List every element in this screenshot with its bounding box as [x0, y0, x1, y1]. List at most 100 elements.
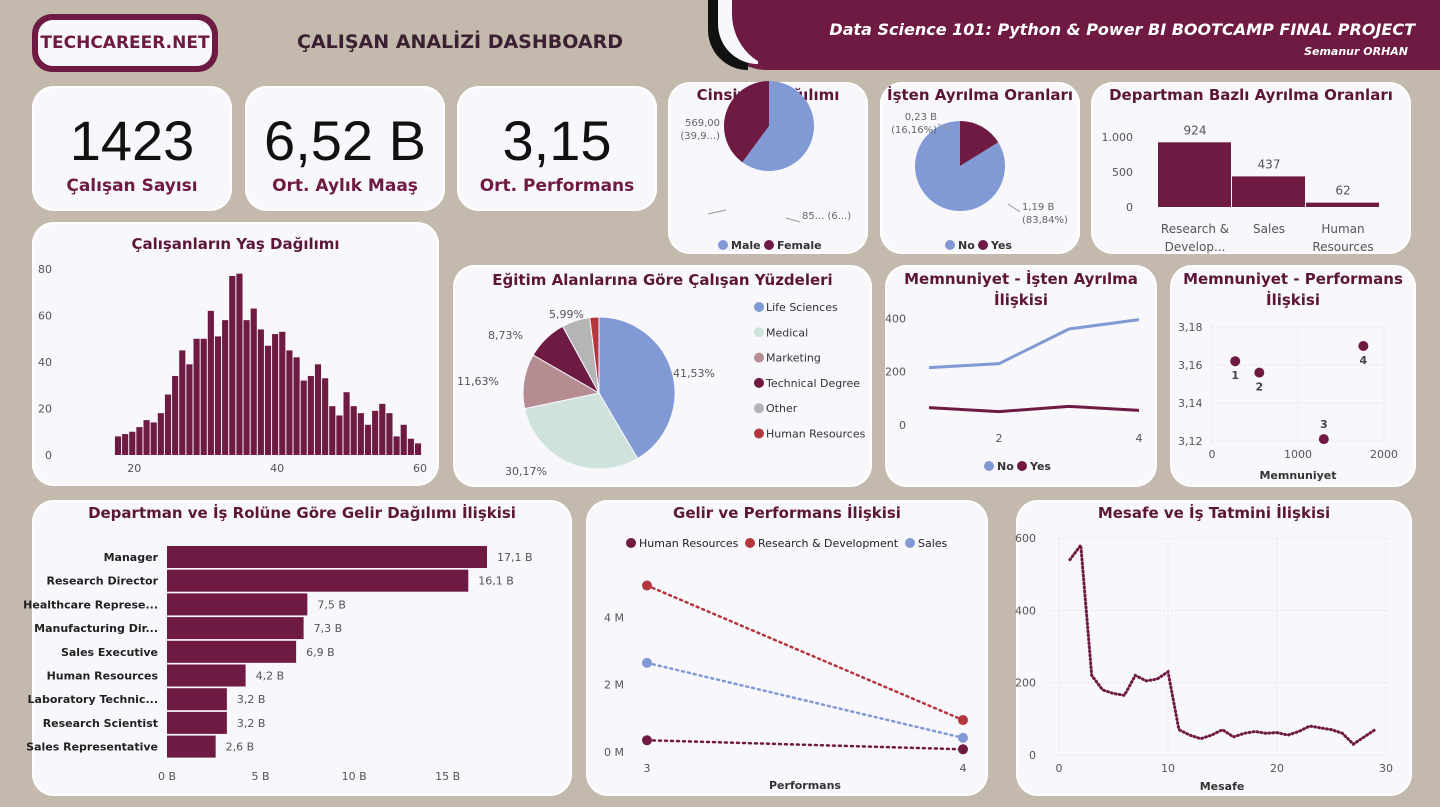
histogram-bar[interactable] — [322, 378, 328, 455]
histogram-bar[interactable] — [351, 406, 357, 455]
histogram-bar[interactable] — [151, 422, 157, 455]
histogram-bar[interactable] — [286, 350, 292, 455]
bar[interactable] — [1306, 203, 1379, 207]
bar[interactable] — [167, 570, 468, 592]
histogram-bar[interactable] — [401, 425, 407, 455]
scatter-point[interactable] — [1358, 341, 1368, 351]
bar-value-label: 62 — [1335, 184, 1350, 198]
legend-label[interactable]: Technical Degree — [765, 377, 860, 390]
x-tick-label: 10 — [1161, 762, 1175, 775]
logo-text: TECHCAREER.NET — [38, 20, 212, 66]
histogram-bar[interactable] — [329, 406, 335, 455]
histogram-bar[interactable] — [365, 425, 371, 455]
series-line-yes[interactable] — [929, 406, 1139, 411]
header-bar: Data Science 101: Python & Power BI BOOT… — [708, 0, 1440, 70]
bar[interactable] — [167, 665, 246, 687]
bar[interactable] — [167, 641, 296, 663]
histogram-bar[interactable] — [279, 332, 285, 455]
legend-label[interactable]: Medical — [766, 326, 808, 339]
series-line[interactable] — [647, 663, 963, 738]
bar[interactable] — [167, 593, 307, 615]
legend-label[interactable]: Sales — [918, 537, 948, 550]
bar[interactable] — [167, 546, 487, 568]
satisfaction-performance-scatter: 3,18 3,16 3,14 3,12 0 1000 2000 1 2 3 4 Memnuniyet — [1170, 265, 1416, 487]
data-point[interactable] — [958, 715, 968, 725]
histogram-bar[interactable] — [294, 357, 300, 455]
histogram-bar[interactable] — [336, 415, 342, 455]
series-line-no[interactable] — [929, 320, 1139, 368]
legend-label-no[interactable]: No — [958, 239, 975, 252]
data-point[interactable] — [958, 733, 968, 743]
histogram-bar[interactable] — [115, 436, 121, 455]
y-tick-label: 3,14 — [1178, 397, 1203, 410]
legend-label-male[interactable]: Male — [731, 239, 761, 252]
legend-label[interactable]: Other — [766, 402, 798, 415]
data-point[interactable] — [642, 658, 652, 668]
histogram-bar[interactable] — [208, 311, 214, 455]
histogram-bar[interactable] — [386, 413, 392, 455]
legend-label[interactable]: Marketing — [766, 352, 821, 365]
histogram-bar[interactable] — [372, 411, 378, 455]
legend-label[interactable]: Research & Development — [758, 537, 899, 550]
histogram-bar[interactable] — [172, 376, 178, 455]
attrition-card: İşten Ayrılma Oranları 0,23 B (16,16%) 1… — [880, 82, 1080, 254]
data-point[interactable] — [642, 581, 652, 591]
bar[interactable] — [167, 736, 216, 758]
histogram-bar[interactable] — [136, 427, 142, 455]
histogram-bar[interactable] — [301, 381, 307, 455]
distance-line[interactable] — [1070, 545, 1375, 744]
scatter-point[interactable] — [1319, 434, 1329, 444]
histogram-bar[interactable] — [308, 376, 314, 455]
histogram-bar[interactable] — [186, 364, 192, 455]
histogram-bar[interactable] — [122, 434, 128, 455]
histogram-bar[interactable] — [201, 339, 207, 455]
histogram-bar[interactable] — [144, 420, 150, 455]
series-line[interactable] — [647, 740, 963, 749]
scatter-point[interactable] — [1230, 356, 1240, 366]
bar[interactable] — [167, 688, 227, 710]
data-point[interactable] — [958, 744, 968, 754]
x-tick-label: 5 B — [252, 770, 270, 783]
bar[interactable] — [1232, 176, 1305, 207]
dept-attrition-bar-chart: 1.0005000924Research &Develop...437Sales… — [1091, 82, 1411, 254]
histogram-bar[interactable] — [165, 395, 171, 455]
legend-label[interactable]: Life Sciences — [766, 301, 838, 314]
bar-value-label: 3,2 B — [237, 717, 266, 730]
legend-label-yes[interactable]: Yes — [990, 239, 1012, 252]
data-point[interactable] — [642, 735, 652, 745]
histogram-bar[interactable] — [394, 436, 400, 455]
logo-badge[interactable]: TECHCAREER.NET — [32, 14, 218, 72]
histogram-bar[interactable] — [244, 320, 250, 455]
legend-label[interactable]: Human Resources — [766, 428, 866, 441]
x-tick-label: Research & — [1161, 222, 1229, 236]
x-tick-label: Human — [1321, 222, 1364, 236]
legend-label-female[interactable]: Female — [777, 239, 822, 252]
age-distribution-card: Çalışanların Yaş Dağılımı 80 60 40 20 0 20 40 6… — [32, 222, 439, 486]
histogram-bar[interactable] — [222, 320, 228, 455]
scatter-point[interactable] — [1254, 368, 1264, 378]
histogram-bar[interactable] — [358, 413, 364, 455]
histogram-bar[interactable] — [229, 276, 235, 455]
histogram-bar[interactable] — [265, 346, 271, 455]
histogram-bar[interactable] — [379, 404, 385, 455]
legend-dot — [626, 538, 636, 548]
bar[interactable] — [1158, 142, 1231, 207]
histogram-bar[interactable] — [272, 334, 278, 455]
legend-label[interactable]: Yes — [1029, 460, 1051, 473]
histogram-bar[interactable] — [344, 392, 350, 455]
legend-label[interactable]: No — [997, 460, 1014, 473]
histogram-bar[interactable] — [251, 309, 257, 455]
histogram-bar[interactable] — [129, 432, 135, 455]
histogram-bar[interactable] — [194, 339, 200, 455]
histogram-bar[interactable] — [158, 413, 164, 455]
histogram-bar[interactable] — [408, 439, 414, 455]
bar[interactable] — [167, 712, 227, 734]
histogram-bar[interactable] — [215, 336, 221, 455]
histogram-bar[interactable] — [258, 329, 264, 455]
histogram-bar[interactable] — [315, 364, 321, 455]
histogram-bar[interactable] — [179, 350, 185, 455]
legend-label[interactable]: Human Resources — [639, 537, 739, 550]
histogram-bar[interactable] — [415, 443, 421, 455]
bar[interactable] — [167, 617, 304, 639]
histogram-bar[interactable] — [236, 274, 242, 455]
